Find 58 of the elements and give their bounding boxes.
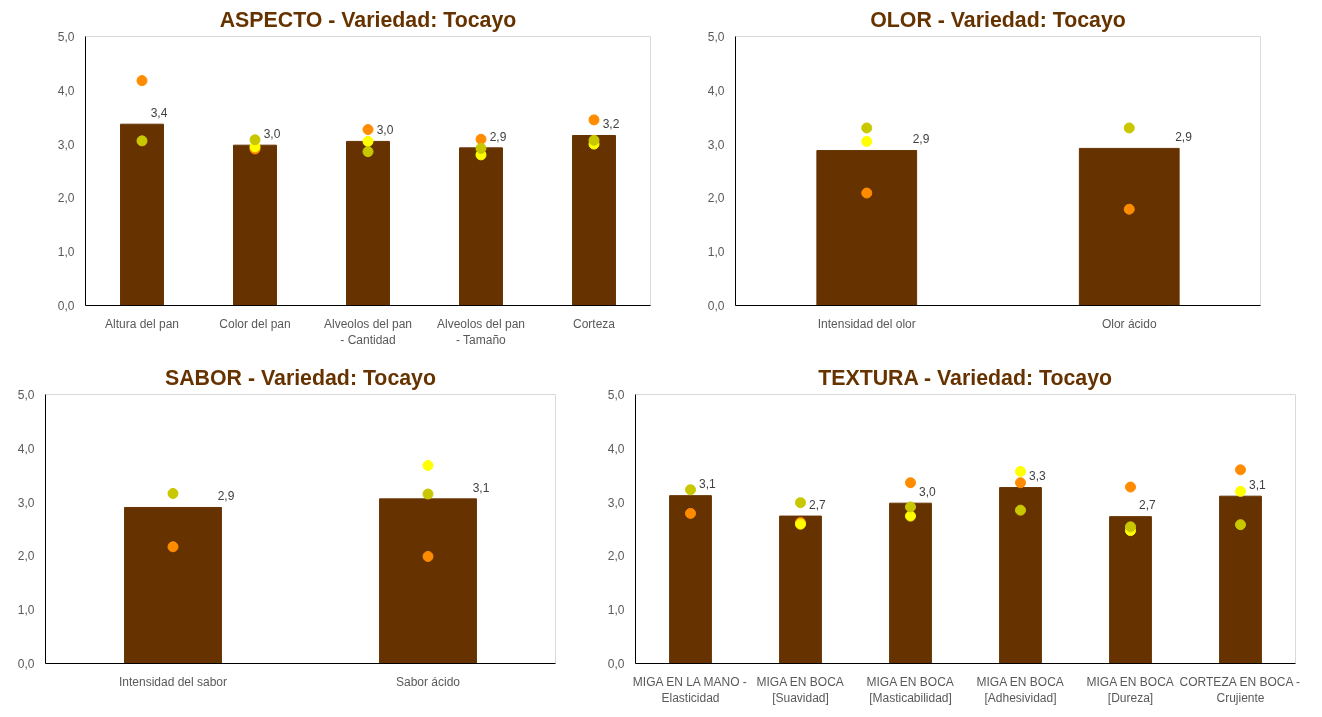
y-tick-label: 3,0 (57, 137, 75, 152)
y-tick-label: 5,0 (17, 388, 35, 402)
chart-title: OLOR - Variedad: Tocayo (870, 7, 1126, 32)
y-tick-label: 3,0 (607, 495, 625, 510)
x-tick-label: Alveolos del pan - Cantidad (323, 316, 413, 348)
x-tick-label: Olor ácido (1101, 316, 1157, 331)
data-label: 2,7 (1138, 498, 1156, 513)
data-label: 3,4 (150, 105, 168, 120)
y-tick-label: 5,0 (57, 30, 75, 44)
y-tick-label: 3,0 (707, 137, 725, 152)
data-label: 3,1 (1248, 477, 1266, 492)
x-tick-label: MIGA EN BOCA [Adhesividad] (976, 674, 1064, 706)
x-tick-label: Color del pan (219, 316, 291, 331)
y-tick-label: 4,0 (707, 83, 725, 98)
y-tick-label: 4,0 (607, 441, 625, 456)
y-tick-label: 3,0 (17, 495, 35, 510)
y-tick-label: 0,0 (17, 657, 35, 671)
y-tick-label: 4,0 (57, 83, 75, 98)
y-tick-label: 2,0 (17, 549, 35, 564)
y-tick-label: 1,0 (707, 245, 725, 260)
x-tick-label: MIGA EN BOCA [Masticabilidad] (866, 674, 954, 706)
chart-title: SABOR - Variedad: Tocayo (165, 365, 437, 390)
data-label: 3,3 (1028, 469, 1046, 484)
chart-title: TEXTURA - Variedad: Tocayo (818, 365, 1113, 390)
y-tick-label: 2,0 (57, 191, 75, 206)
data-label: 2,7 (808, 497, 826, 512)
y-tick-label: 2,0 (707, 191, 725, 206)
data-label: 2,9 (217, 489, 235, 504)
data-label: 3,2 (602, 117, 620, 132)
chart-title: ASPECTO - Variedad: Tocayo (219, 7, 517, 32)
y-tick-label: 0,0 (607, 657, 625, 671)
y-tick-label: 5,0 (607, 388, 625, 402)
y-tick-label: 1,0 (17, 603, 35, 618)
x-tick-label: Alveolos del pan - Tamaño (436, 316, 526, 348)
x-tick-label: Intensidad del sabor (118, 674, 228, 689)
y-tick-label: 1,0 (607, 603, 625, 618)
y-tick-label: 0,0 (57, 299, 75, 313)
x-tick-label: MIGA EN BOCA [Dureza] (1086, 674, 1174, 706)
x-tick-label: Corteza (572, 316, 616, 331)
x-tick-label: MIGA EN BOCA [Suavidad] (756, 674, 844, 706)
data-label: 2,9 (912, 132, 930, 147)
data-label: 3,1 (472, 480, 490, 495)
x-tick-label: Intensidad del olor (817, 316, 916, 331)
data-label: 2,9 (1175, 130, 1193, 145)
y-tick-label: 5,0 (707, 30, 725, 44)
y-tick-label: 4,0 (17, 441, 35, 456)
y-tick-label: 2,0 (607, 549, 625, 564)
data-label: 2,9 (489, 129, 507, 144)
data-label: 3,0 (376, 123, 394, 138)
y-tick-label: 0,0 (707, 299, 725, 313)
x-tick-label: Altura del pan (104, 316, 180, 331)
data-label: 3,1 (698, 477, 716, 492)
data-label: 3,0 (918, 484, 936, 499)
x-tick-label: MIGA EN LA MANO - Elasticidad (632, 674, 747, 706)
data-label: 3,0 (263, 126, 281, 141)
y-tick-label: 1,0 (57, 245, 75, 260)
x-tick-label: CORTEZA EN BOCA - Crujiente (1179, 674, 1301, 706)
x-tick-label: Sabor ácido (395, 674, 461, 689)
